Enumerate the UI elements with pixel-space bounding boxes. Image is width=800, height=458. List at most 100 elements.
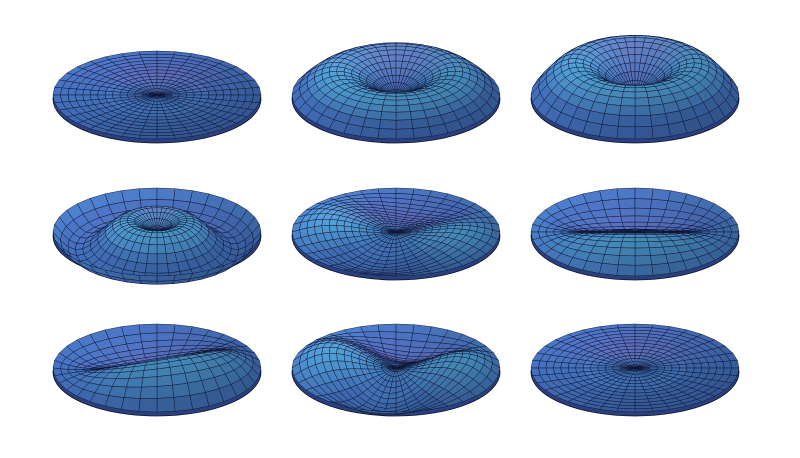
surface-patch [328,346,338,354]
surface-patch [634,408,654,413]
surface-mode-7 [52,323,262,417]
surface-patch [150,107,158,111]
surface-patch [186,92,195,96]
surface-patch [634,37,646,43]
surface-patch [386,49,397,56]
surface-patch [575,62,585,68]
surface-patch [634,207,651,217]
surface-patch [616,264,636,277]
surface-patch [707,361,717,369]
surface-patch [411,332,430,343]
surface-patch [729,367,740,376]
surface-patch [389,247,397,253]
surface-patch [560,367,570,374]
surface-patch [693,367,703,374]
surface-patch [142,368,158,378]
surface-patch [156,113,167,118]
surface-patch [156,397,176,413]
surface-patch [138,398,158,413]
surface-patch [634,255,652,266]
surface-patch [336,219,346,227]
surface-mode-6 [530,187,740,281]
surface-patch [650,254,669,266]
surface-patch [351,226,360,233]
surface-patch [156,107,164,111]
surface-patch [634,105,651,117]
surface-patch [648,246,666,256]
surface-patch [121,397,141,412]
surface-patch [328,353,338,362]
surface-patch [104,90,114,96]
surface-mode-1 [52,50,262,144]
surface-patch [126,377,144,388]
surface-patch [650,113,669,127]
surface-patch [671,364,680,369]
surface-patch [624,37,636,43]
surface-patch [75,88,85,96]
surface-patch [141,376,158,388]
surface-patch [395,104,411,113]
surface-patch [634,41,645,48]
surface-patch [147,72,158,77]
surface-patch [362,193,381,199]
surface-patch [82,94,92,101]
surface-patch [145,263,158,274]
surface-patch [599,124,619,139]
surface-patch [336,70,346,76]
surface-patch [156,232,164,238]
surface-patch [156,323,176,334]
surface-patch [590,364,599,369]
surface-patch [605,365,614,369]
surface-patch [119,92,128,96]
surface-patch [156,110,165,115]
surface-patch [651,263,671,276]
surface-mode-8 [291,323,501,417]
surface-patch [616,126,636,140]
surface-patch [648,103,666,116]
surface-patch [172,382,191,398]
surface-patch [395,95,408,101]
surface-patch [651,188,671,201]
surface-patch [381,104,397,113]
surface-patch [634,237,649,243]
surface-patch [147,113,158,118]
surface-patch [140,386,158,399]
surface-mode-5 [291,187,501,281]
surface-patch [149,236,158,245]
surface-patch [650,198,669,210]
surface-patch [634,91,649,99]
surface-patch [360,324,380,333]
surface-patch [553,361,563,369]
surface-patch [377,411,397,414]
surface-patch [700,362,710,369]
surface-patch [619,207,636,217]
surface-patch [634,380,642,384]
surface-patch [619,105,636,117]
surface-patch [664,365,673,369]
surface-patch [171,93,180,96]
surface-patch [715,361,725,369]
surface-patch [156,374,173,387]
surface-patch [156,244,167,255]
surface-patch [360,126,380,139]
surface-patch [616,408,636,413]
surface-patch [67,88,77,96]
surface-patch [395,99,410,106]
surface-patch [647,241,664,249]
surface-patch [625,345,636,350]
surface-patch [599,263,619,276]
surface-patch [328,225,338,233]
surface-patch [656,365,665,369]
surface-patch [648,208,666,218]
surface-patch [377,187,397,194]
surface-patch [567,367,577,374]
surface-patch [193,91,202,96]
surface-mode-4 [52,187,262,285]
surface-patch [167,262,181,274]
surface-patch [651,124,671,139]
surface-patch [530,367,541,376]
surface-patch [575,363,585,369]
surface-patch [634,234,647,238]
surface-patch [634,386,645,391]
